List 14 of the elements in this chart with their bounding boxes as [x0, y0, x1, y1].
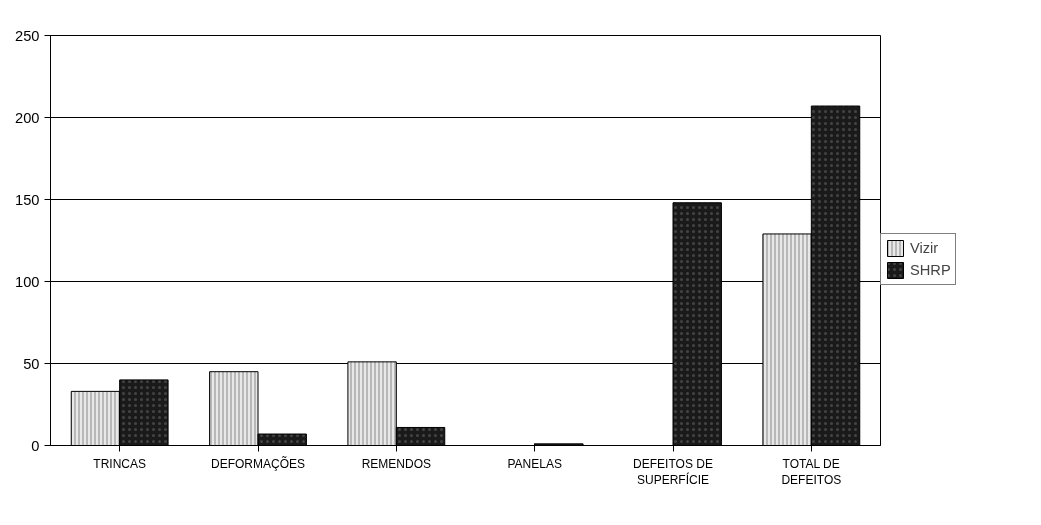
- y-tick-label: 200: [15, 109, 40, 126]
- y-tick-label: 0: [31, 437, 40, 454]
- x-tick-label: TRINCAS: [93, 456, 146, 471]
- x-tick-label: PANELAS: [507, 456, 562, 471]
- y-tick-label: 50: [23, 355, 40, 372]
- x-tick-label: DEFORMAÇÕES: [211, 455, 306, 471]
- x-tick-label: REMENDOS: [361, 456, 432, 471]
- y-tick-label: 150: [15, 191, 40, 208]
- y-tick-label: 250: [15, 27, 40, 44]
- legend-label: SHRP: [910, 262, 951, 278]
- y-tick-label: 100: [15, 273, 40, 290]
- legend-label: Vizir: [910, 240, 939, 256]
- x-tick-label: DEFEITOS DE SUPERFÍCIE: [633, 456, 713, 488]
- x-tick-label: TOTAL DE DEFEITOS: [781, 456, 842, 488]
